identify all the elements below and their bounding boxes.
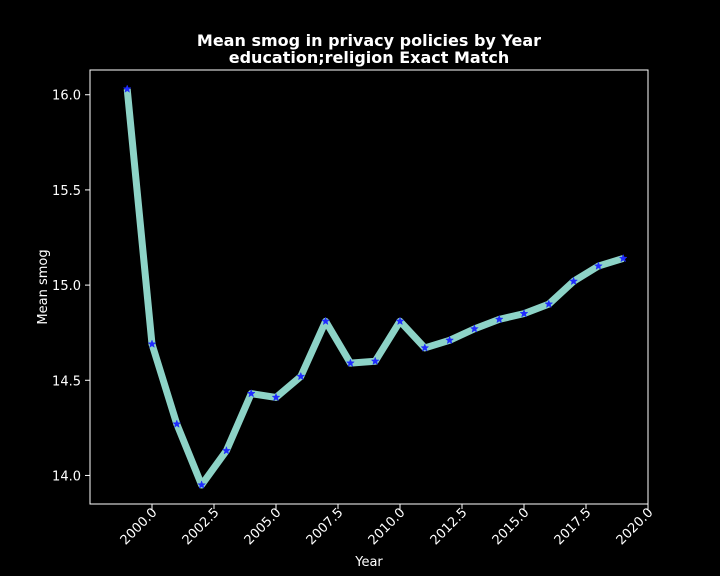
y-tick-label: 15.0 [52, 279, 81, 294]
chart-subtitle: education;religion Exact Match [229, 48, 509, 67]
x-tick-label: 2012.5 [428, 505, 471, 548]
data-point-marker [569, 276, 579, 286]
x-tick-label: 2010.0 [366, 505, 409, 548]
data-point-marker [544, 299, 554, 308]
data-point-marker [345, 358, 355, 367]
plot-area: 2000.0 2002.5 2005.0 2007.5 2010.0 2012.5 2015… [52, 69, 657, 548]
x-tick-label: 2000.0 [118, 505, 161, 548]
data-point-marker [519, 308, 529, 318]
y-axis-label: Mean smog [36, 249, 51, 324]
data-point-marker [395, 316, 405, 326]
y-tick-label: 14.0 [52, 469, 81, 484]
y-tick-label: 16.0 [52, 89, 81, 104]
data-point-marker [321, 316, 331, 326]
data-point-marker [469, 324, 479, 333]
data-point-marker [296, 371, 306, 381]
data-point-marker [271, 392, 281, 402]
x-tick-label: 2017.5 [552, 505, 595, 548]
x-axis-label: Year [354, 555, 383, 570]
data-point-marker [122, 84, 132, 93]
data-point-marker [420, 343, 430, 352]
data-point-marker [370, 356, 380, 366]
x-tick-label: 2007.5 [304, 505, 347, 548]
data-point-marker [221, 445, 231, 455]
chart-title: Mean smog in privacy policies by Year [197, 31, 541, 50]
data-point-marker [593, 261, 603, 270]
data-point-marker [494, 314, 504, 324]
x-tick-label: 2015.0 [490, 505, 533, 548]
series-line [123, 88, 625, 489]
data-point-marker [197, 480, 207, 489]
y-tick-label: 15.5 [52, 184, 81, 199]
x-tick-label: 2002.5 [180, 505, 223, 548]
data-point-marker [147, 339, 157, 348]
x-tick-label: 2005.0 [242, 505, 285, 548]
x-tick-label: 2020.0 [614, 505, 657, 548]
data-point-marker [172, 419, 182, 428]
data-point-marker [618, 253, 628, 263]
y-tick-label: 14.5 [52, 374, 81, 389]
data-point-marker [445, 335, 455, 345]
data-point-marker [246, 388, 256, 398]
plot-frame [89, 69, 649, 505]
